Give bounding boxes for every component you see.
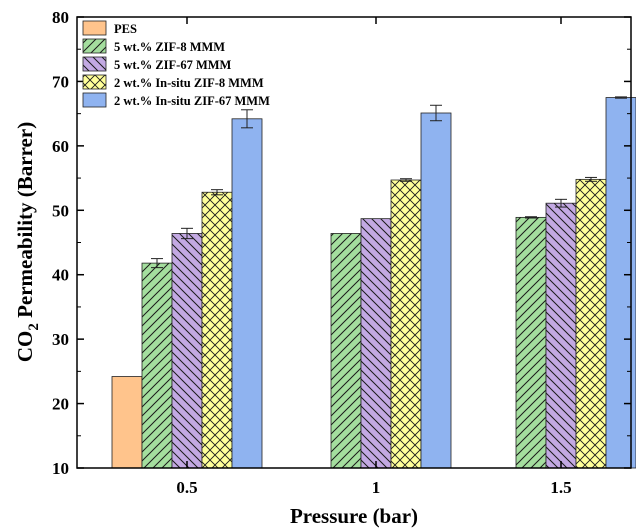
legend-label: 2 wt.% In-situ ZIF-67 MMM — [114, 94, 270, 108]
bar-5-0.5 — [231, 118, 263, 469]
y-axis-title-main: CO — [13, 331, 37, 363]
bar-3-0.5 — [171, 233, 203, 469]
y-axis: 10 20 30 40 50 60 70 80 — [52, 8, 631, 478]
legend-item-3: 5 wt.% ZIF-67 MMM — [82, 56, 232, 72]
legend: PES 5 wt.% ZIF-8 MMM 5 wt.% ZIF-67 MMM 2 wt… — [82, 20, 270, 108]
legend-item-4: 2 wt.% In-situ ZIF-8 MMM — [82, 74, 264, 90]
error-bars-layer — [151, 96, 627, 269]
error-bar-4-0.5 — [211, 189, 223, 196]
legend-swatch — [82, 38, 107, 54]
y-tick-label: 40 — [52, 266, 69, 285]
bar-2-1.5 — [515, 216, 547, 469]
error-bar-2-0.5 — [151, 258, 163, 269]
y-axis-title: CO2 Permeability (Barrer) — [13, 122, 42, 362]
error-bar-5-0.5 — [241, 109, 253, 129]
bars-layer — [111, 97, 636, 469]
y-axis-title-subscript: 2 — [26, 323, 42, 331]
error-bar-3-0.5 — [181, 227, 193, 240]
legend-item-1: PES — [82, 20, 137, 36]
bar-2-0.5 — [141, 262, 173, 469]
y-tick-label: 70 — [52, 72, 69, 91]
legend-label: 5 wt.% ZIF-67 MMM — [114, 58, 232, 72]
bar-2-1 — [330, 233, 362, 469]
error-bar-3-1.5 — [555, 198, 567, 208]
y-tick-label: 60 — [52, 137, 69, 156]
bar-3-1 — [360, 218, 392, 469]
error-bar-2-1.5 — [525, 216, 537, 219]
bar-5-1 — [420, 112, 452, 469]
bar-4-0.5 — [201, 191, 233, 469]
x-axis-title: Pressure (bar) — [290, 504, 418, 528]
bar-4-1.5 — [575, 178, 607, 469]
y-tick-label: 80 — [52, 8, 69, 27]
bar-4-1 — [390, 179, 422, 469]
error-bar-4-1.5 — [585, 176, 597, 182]
y-axis-title-rest: Permeability (Barrer) — [13, 122, 37, 323]
y-tick-label: 30 — [52, 330, 69, 349]
legend-item-2: 5 wt.% ZIF-8 MMM — [82, 38, 225, 54]
y-tick-label: 10 — [52, 459, 69, 478]
x-tick-label: 1 — [372, 478, 381, 497]
error-bar-4-1 — [400, 178, 412, 182]
error-bar-5-1 — [430, 104, 442, 122]
legend-swatch — [82, 20, 107, 36]
y-tick-label: 50 — [52, 201, 69, 220]
x-tick-label: 1.5 — [550, 478, 571, 497]
legend-label: 2 wt.% In-situ ZIF-8 MMM — [114, 76, 264, 90]
legend-swatch — [82, 74, 107, 90]
bar-3-1.5 — [545, 202, 577, 469]
x-axis: 0.5 1 1.5 — [176, 17, 572, 497]
bar-1-0.5 — [111, 376, 143, 469]
legend-swatch — [82, 92, 107, 108]
legend-label: 5 wt.% ZIF-8 MMM — [114, 40, 225, 54]
legend-swatch — [82, 56, 107, 72]
legend-label: PES — [114, 22, 137, 36]
y-tick-label: 20 — [52, 395, 69, 414]
error-bar-5-1.5 — [615, 96, 627, 99]
x-tick-label: 0.5 — [176, 478, 197, 497]
legend-item-5: 2 wt.% In-situ ZIF-67 MMM — [82, 92, 270, 108]
